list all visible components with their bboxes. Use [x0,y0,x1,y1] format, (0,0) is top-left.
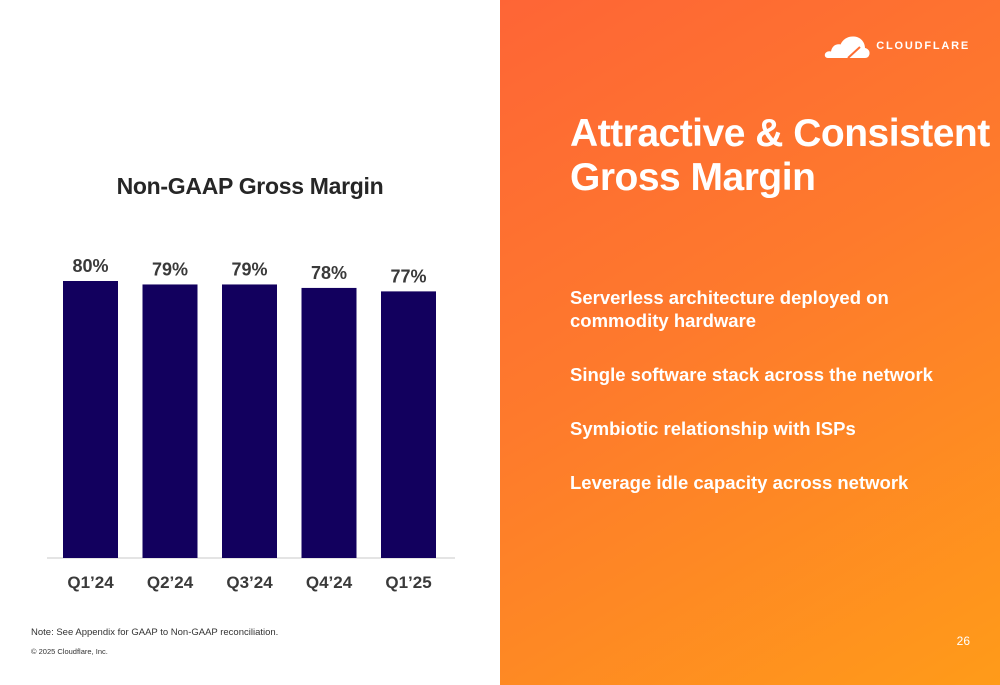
logo-wordmark: CLOUDFLARE [876,40,970,52]
chart-panel: Non-GAAP Gross Margin 80% Q1’24 79% Q2’24 79… [31,173,455,656]
bullet-item: Leverage idle capacity across network [570,471,990,494]
x-tick-label-0: Q1’24 [67,573,114,592]
bullet-text: Single software stack across the network [570,364,933,385]
x-tick-label-2: Q3’24 [226,573,273,592]
footnote: Note: See Appendix for GAAP to Non-GAAP … [31,627,279,638]
headline-line-1: Attractive & Consistent [570,112,990,155]
bullet-item: Serverless architecture deployed on comm… [570,286,990,332]
bar-2 [222,284,277,558]
headline-line-2: Gross Margin [570,156,816,199]
bullet-item: Symbiotic relationship with ISPs [570,417,990,440]
bullet-item: Single software stack across the network [570,363,990,386]
chart-title: Non-GAAP Gross Margin [116,173,384,199]
data-label-0: 80% [72,256,108,276]
x-tick-label-1: Q2’24 [147,573,194,592]
cloud-icon [825,36,870,59]
data-label-2: 79% [231,259,267,279]
bullet-text: Symbiotic relationship with ISPs [570,418,856,439]
bullet-list: Serverless architecture deployed on comm… [570,286,990,525]
cloudflare-logo: CLOUDFLARE [824,32,970,60]
data-label-1: 79% [152,259,188,279]
data-label-4: 77% [390,266,426,286]
bar-4 [381,291,436,558]
data-label-3: 78% [311,263,347,283]
bullet-text: Serverless architecture deployed on [570,287,889,308]
page-number: 26 [956,634,970,648]
x-tick-label-4: Q1’25 [385,573,431,592]
bar-chart: 80% Q1’24 79% Q2’24 79% Q3’24 78% Q4’24 77% Q1’25 [47,256,455,592]
summary-panel: CLOUDFLARE Attractive & Consistent Gross… [500,0,1000,685]
bar-0 [63,281,118,558]
bar-1 [142,284,198,558]
x-tick-label-3: Q4’24 [306,573,353,592]
bullet-text: commodity hardware [570,310,757,331]
bullet-text: Leverage idle capacity across network [570,472,909,493]
bar-3 [301,287,357,558]
copyright: © 2025 Cloudflare, Inc. [31,647,108,656]
slide-headline: Attractive & Consistent Gross Margin [570,112,990,200]
